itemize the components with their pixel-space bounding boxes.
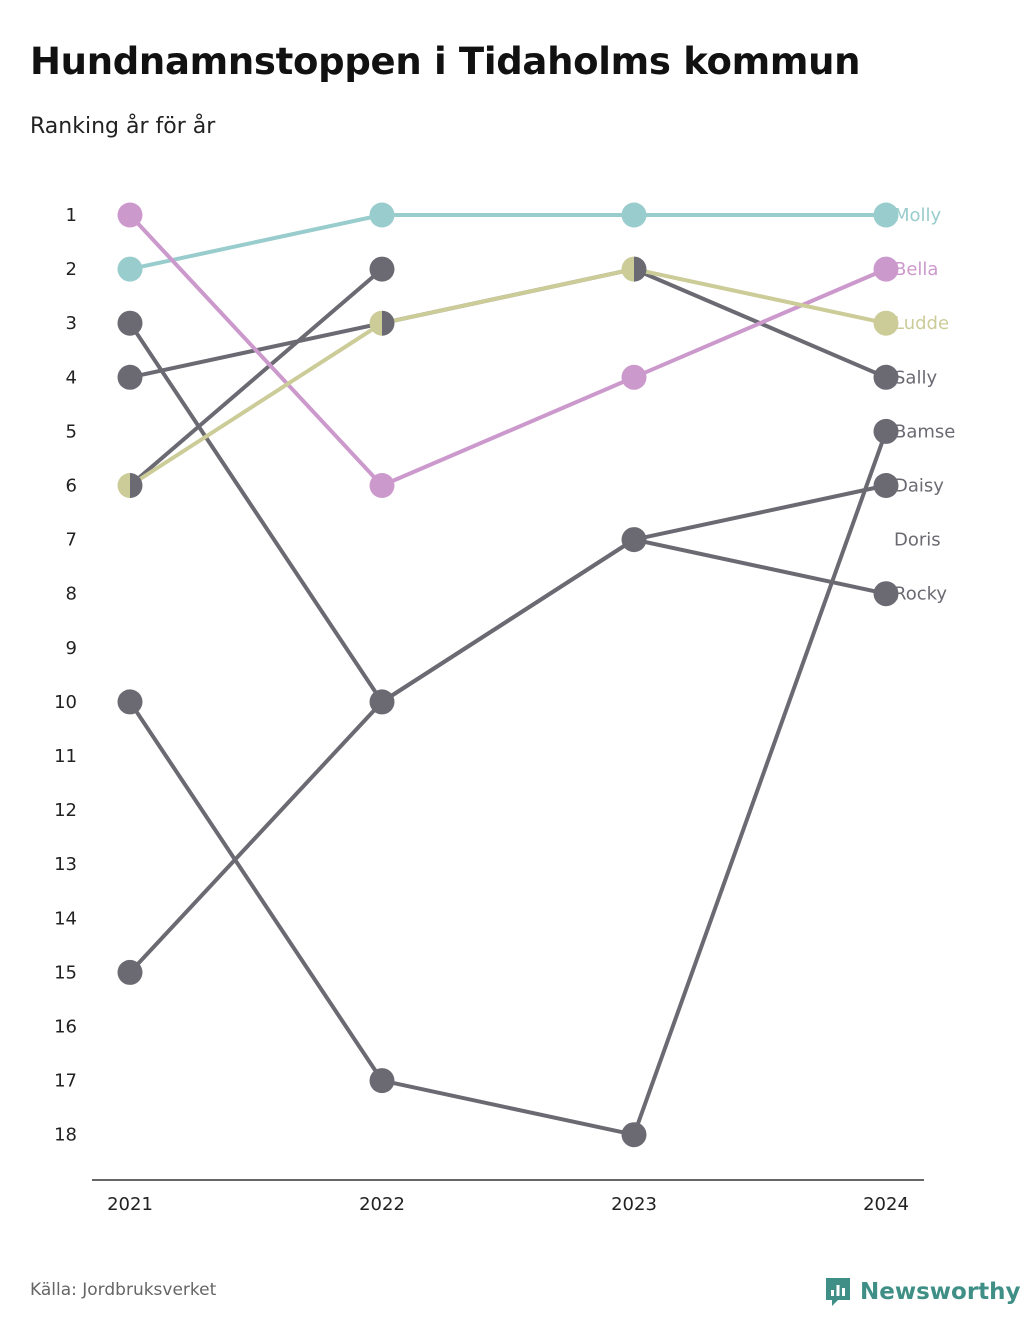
point-molly	[117, 256, 143, 282]
point-half-sally	[634, 256, 647, 282]
point-bella	[117, 202, 143, 228]
point-half-ludde	[369, 310, 382, 336]
brand-name: Newsworthy	[860, 1279, 1020, 1305]
series-label-ludde: Ludde	[894, 313, 949, 334]
point-bamse	[117, 689, 143, 715]
series-line-molly	[128, 213, 888, 272]
source-note: Källa: Jordbruksverket	[30, 1280, 217, 1300]
series-line-daisy	[128, 483, 888, 975]
y-tick-label: 17	[54, 1071, 77, 1092]
point-daisy	[873, 473, 899, 498]
series-points	[117, 202, 899, 1148]
point-bella	[873, 256, 899, 282]
series-line-sally	[128, 267, 888, 380]
y-tick-label: 3	[66, 313, 77, 334]
series-label-bamse: Bamse	[894, 421, 955, 442]
series-line-rocky	[128, 321, 888, 704]
y-tick-label: 14	[54, 908, 77, 929]
point-bella	[621, 364, 647, 390]
newsworthy-icon	[826, 1278, 850, 1306]
series-label-daisy: Daisy	[894, 476, 944, 497]
y-tick-label: 7	[66, 530, 77, 551]
point-half-doris	[130, 473, 143, 498]
series-labels: Molly Bella Ludde Sally Bamse Daisy Doris Rocky	[894, 205, 955, 605]
point-half-ludde	[117, 473, 130, 498]
point-rocky	[117, 310, 143, 336]
point-doris	[369, 256, 395, 282]
point-molly	[621, 202, 647, 228]
y-tick-label: 8	[66, 584, 77, 605]
y-tick-label: 9	[66, 638, 77, 659]
chart-title: Hundnamnstoppen i Tidaholms kommun	[30, 40, 861, 83]
y-tick-label: 5	[66, 421, 77, 442]
y-tick-label: 18	[54, 1125, 77, 1146]
point-bella	[369, 473, 395, 498]
y-tick-label: 12	[54, 800, 77, 821]
series-lines-other	[128, 267, 888, 1137]
x-tick-label: 2024	[863, 1194, 909, 1215]
chart-subtitle: Ranking år för år	[30, 114, 216, 139]
y-tick-label: 13	[54, 854, 77, 875]
point-molly	[873, 202, 899, 228]
series-lines-highlight	[128, 213, 888, 488]
series-label-bella: Bella	[894, 259, 938, 280]
x-tick-label: 2021	[107, 1194, 153, 1215]
series-label-doris: Doris	[894, 530, 941, 551]
y-tick-label: 15	[54, 962, 77, 983]
point-half-ludde	[621, 256, 634, 282]
series-line-bella	[128, 213, 888, 488]
point-rocky	[873, 581, 899, 607]
y-tick-label: 16	[54, 1017, 77, 1038]
y-tick-label: 10	[54, 692, 77, 713]
series-line-bamse	[128, 429, 888, 1137]
point-daisy	[621, 527, 647, 553]
x-tick-label: 2022	[359, 1194, 405, 1215]
series-label-rocky: Rocky	[894, 584, 947, 605]
point-ludde	[873, 310, 899, 336]
point-daisy	[117, 959, 143, 985]
point-half-sally	[382, 310, 395, 336]
series-line-doris	[128, 267, 384, 488]
point-molly	[369, 202, 395, 228]
y-tick-label: 6	[66, 476, 77, 497]
series-label-sally: Sally	[894, 367, 937, 388]
point-sally	[873, 364, 899, 390]
y-tick-label: 2	[66, 259, 77, 280]
point-sally	[117, 364, 143, 390]
point-daisy	[369, 689, 395, 715]
point-bamse	[369, 1068, 395, 1094]
series-line-ludde	[128, 267, 888, 488]
point-bamse	[621, 1122, 647, 1148]
x-tick-label: 2023	[611, 1194, 657, 1215]
y-tick-label: 4	[66, 367, 77, 388]
newsworthy-logo: Newsworthy	[824, 1276, 1020, 1308]
series-label-molly: Molly	[894, 205, 942, 226]
y-tick-label: 1	[66, 205, 77, 226]
point-bamse	[873, 418, 899, 444]
y-tick-label: 11	[54, 746, 77, 767]
x-axis: 2021 2022 2023 2024	[107, 1194, 909, 1215]
